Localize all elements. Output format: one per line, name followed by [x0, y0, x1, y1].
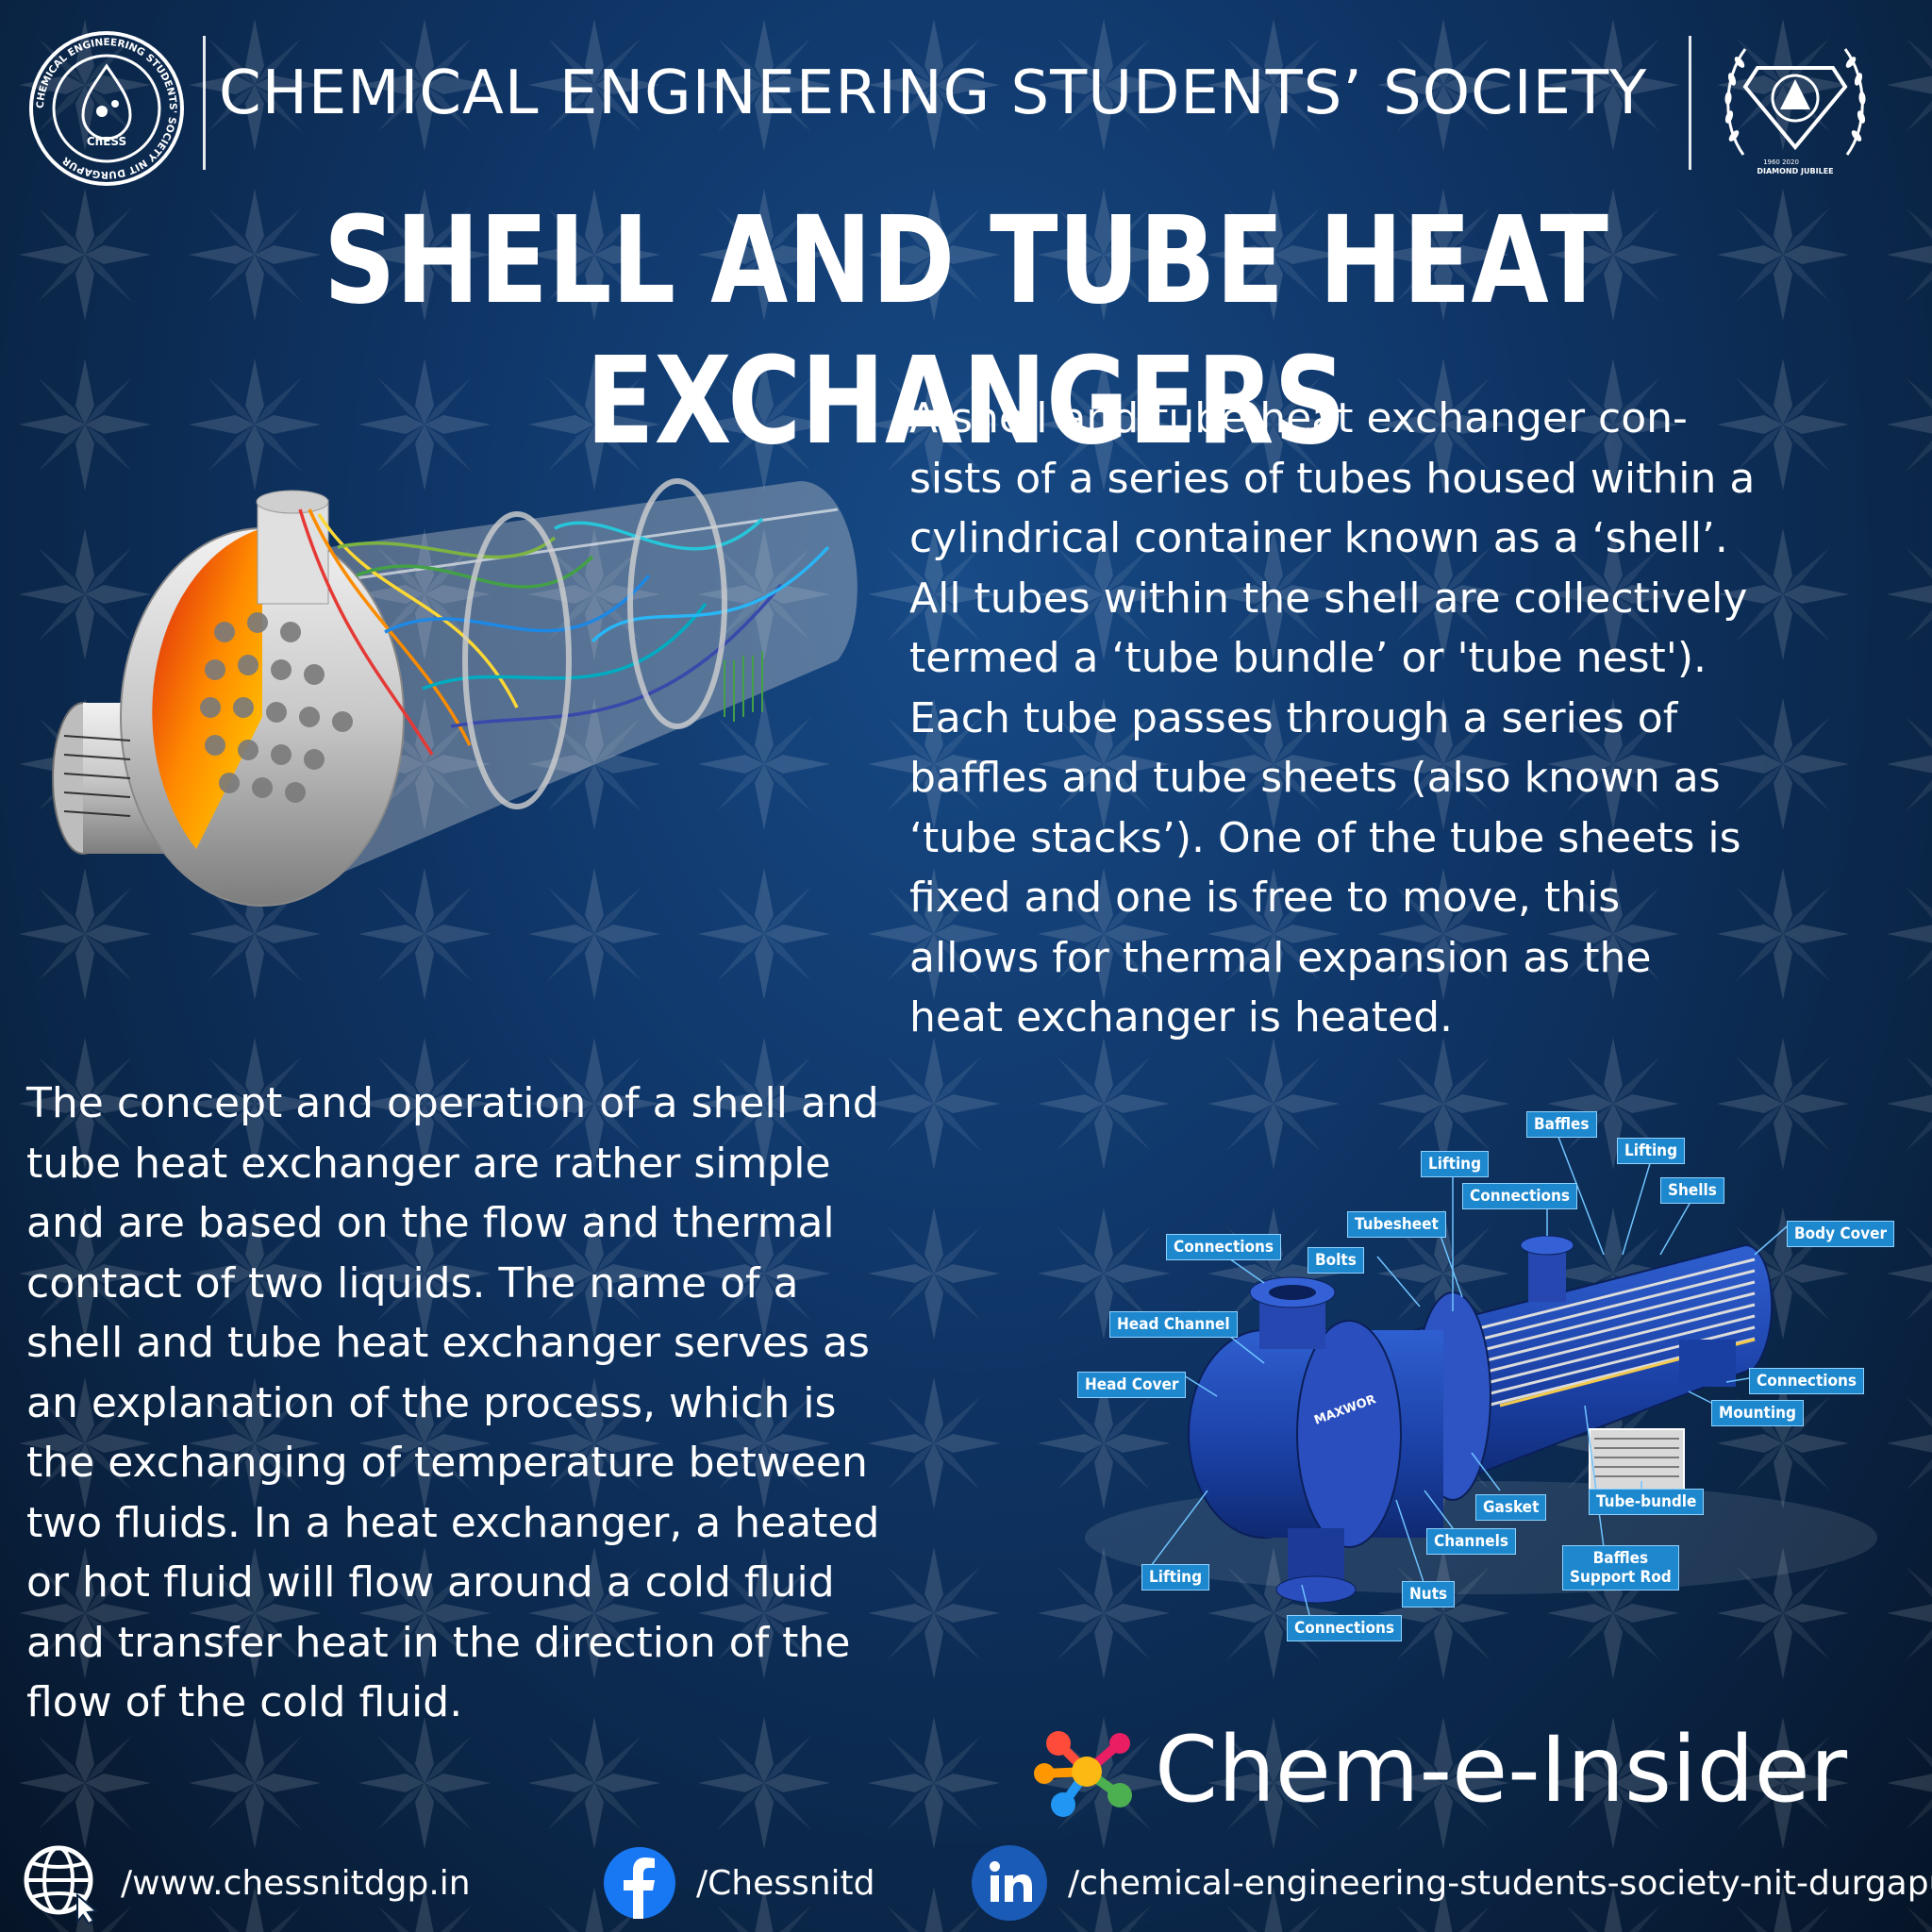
- linkedin-icon: [972, 1845, 1047, 1921]
- paragraph-line: cylindrical container known as a ‘shell’…: [909, 514, 1728, 562]
- label-channels: Channels: [1426, 1528, 1516, 1555]
- label-head-cover: Head Cover: [1077, 1372, 1187, 1398]
- label-body-cover: Body Cover: [1787, 1221, 1895, 1247]
- linkedin-link[interactable]: /chemical-engineering-students-society-n…: [970, 1845, 1932, 1921]
- paragraph-line: shell and tube heat exchanger serves as: [26, 1319, 870, 1367]
- cfd-heat-exchanger-illustration: [52, 478, 858, 907]
- label-connections-left: Connections: [1166, 1234, 1282, 1260]
- label-tubesheet: Tubesheet: [1347, 1211, 1446, 1238]
- paragraph-line: A shell and tube heat exchanger con-: [909, 394, 1688, 442]
- paragraph-line: termed a ‘tube bundle’ or 'tube nest').: [909, 634, 1707, 682]
- paragraph-line: ‘tube stacks’). One of the tube sheets i…: [909, 813, 1741, 862]
- paragraph-line: flow of the cold fluid.: [26, 1678, 463, 1726]
- paragraph-line: baffles and tube sheets (also known as: [909, 754, 1721, 802]
- header: CHEMICAL ENGINEERING STUDENTS' SOCIETY N…: [0, 0, 1932, 208]
- globe-icon: [24, 1845, 99, 1924]
- label-nuts: Nuts: [1402, 1581, 1456, 1607]
- website-text: /www.chessnitdgp.in: [121, 1863, 471, 1903]
- page-title: SHELL AND TUBE HEAT EXCHANGERS: [324, 189, 1608, 472]
- paragraph-line: All tubes within the shell are collectiv…: [909, 574, 1748, 623]
- logo-abbr: ChESS: [87, 135, 126, 148]
- header-divider-right: [1689, 36, 1691, 170]
- chem-e-insider-brand: Chem-e-Insider: [1030, 1715, 1926, 1828]
- linkedin-text: /chemical-engineering-students-society-n…: [1068, 1863, 1932, 1903]
- paragraph-line: an explanation of the process, which is: [26, 1378, 837, 1427]
- paragraph-line: and transfer heat in the direction of th…: [26, 1618, 851, 1667]
- label-head-channel: Head Channel: [1109, 1311, 1238, 1338]
- footer: /www.chessnitdgp.in /Chessnitd /chemical…: [0, 1830, 1932, 1932]
- label-gasket: Gasket: [1475, 1494, 1547, 1521]
- jubilee-years: 1960 2020: [1763, 158, 1799, 166]
- label-lifting-bottom: Lifting: [1141, 1564, 1210, 1591]
- facebook-icon: [604, 1847, 675, 1919]
- label-baffles: Baffles: [1526, 1111, 1597, 1138]
- label-mounting: Mounting: [1711, 1400, 1804, 1426]
- jubilee-caption: DIAMOND JUBILEE: [1757, 167, 1833, 175]
- paragraph-line: or hot fluid will flow around a cold flu…: [26, 1558, 835, 1607]
- paragraph-line: fixed and one is free to move, this: [909, 874, 1621, 922]
- paragraph-line: Each tube passes through a series of: [909, 693, 1678, 742]
- society-name: CHEMICAL ENGINEERING STUDENTS’ SOCIETY: [219, 58, 1648, 128]
- chess-logo: CHEMICAL ENGINEERING STUDENTS' SOCIETY N…: [29, 31, 184, 186]
- paragraph-line: sists of a series of tubes housed within…: [909, 454, 1756, 503]
- paragraph-line: and are based on the flow and thermal: [26, 1199, 835, 1247]
- label-connections-top: Connections: [1462, 1183, 1578, 1209]
- facebook-text: /Chessnitd: [696, 1863, 875, 1903]
- label-baffles-support-rod: Baffles Support Rod: [1562, 1545, 1679, 1591]
- paragraph-line: tube heat exchanger are rather simple: [26, 1139, 831, 1188]
- paragraph-line: contact of two liquids. The name of a: [26, 1258, 799, 1307]
- label-connections-right: Connections: [1749, 1368, 1865, 1394]
- nit-diamond-jubilee-logo: 1960 2020 DIAMOND JUBILEE: [1724, 48, 1866, 175]
- label-connections-bottom: Connections: [1287, 1615, 1403, 1641]
- paragraph-line: the exchanging of temperature between: [26, 1439, 868, 1487]
- paragraph-line: heat exchanger is heated.: [909, 993, 1454, 1041]
- label-tube-bundle: Tube-bundle: [1589, 1489, 1705, 1515]
- paragraph-line: The concept and operation of a shell and: [26, 1079, 879, 1127]
- concept-paragraph: The concept and operation of a shell and…: [26, 1074, 1074, 1733]
- website-link[interactable]: /www.chessnitdgp.in: [21, 1845, 471, 1924]
- label-bolts: Bolts: [1307, 1247, 1364, 1274]
- label-lifting-right: Lifting: [1617, 1138, 1686, 1164]
- facebook-link[interactable]: /Chessnitd: [602, 1845, 875, 1921]
- brand-name: Chem-e-Insider: [1155, 1717, 1848, 1823]
- label-shells: Shells: [1660, 1177, 1724, 1204]
- paragraph-line: allows for thermal expansion as the: [909, 933, 1652, 982]
- chem-e-insider-logo-icon: [1034, 1731, 1132, 1817]
- intro-paragraph: A shell and tube heat exchanger con-sist…: [909, 389, 1919, 1048]
- labeled-heat-exchanger-diagram: MAXWOR Baffles Lifting Lifting Connectio…: [1075, 1094, 1906, 1660]
- label-lifting-top: Lifting: [1421, 1151, 1490, 1177]
- header-divider-left: [203, 36, 206, 170]
- paragraph-line: two fluids. In a heat exchanger, a heate…: [26, 1498, 880, 1547]
